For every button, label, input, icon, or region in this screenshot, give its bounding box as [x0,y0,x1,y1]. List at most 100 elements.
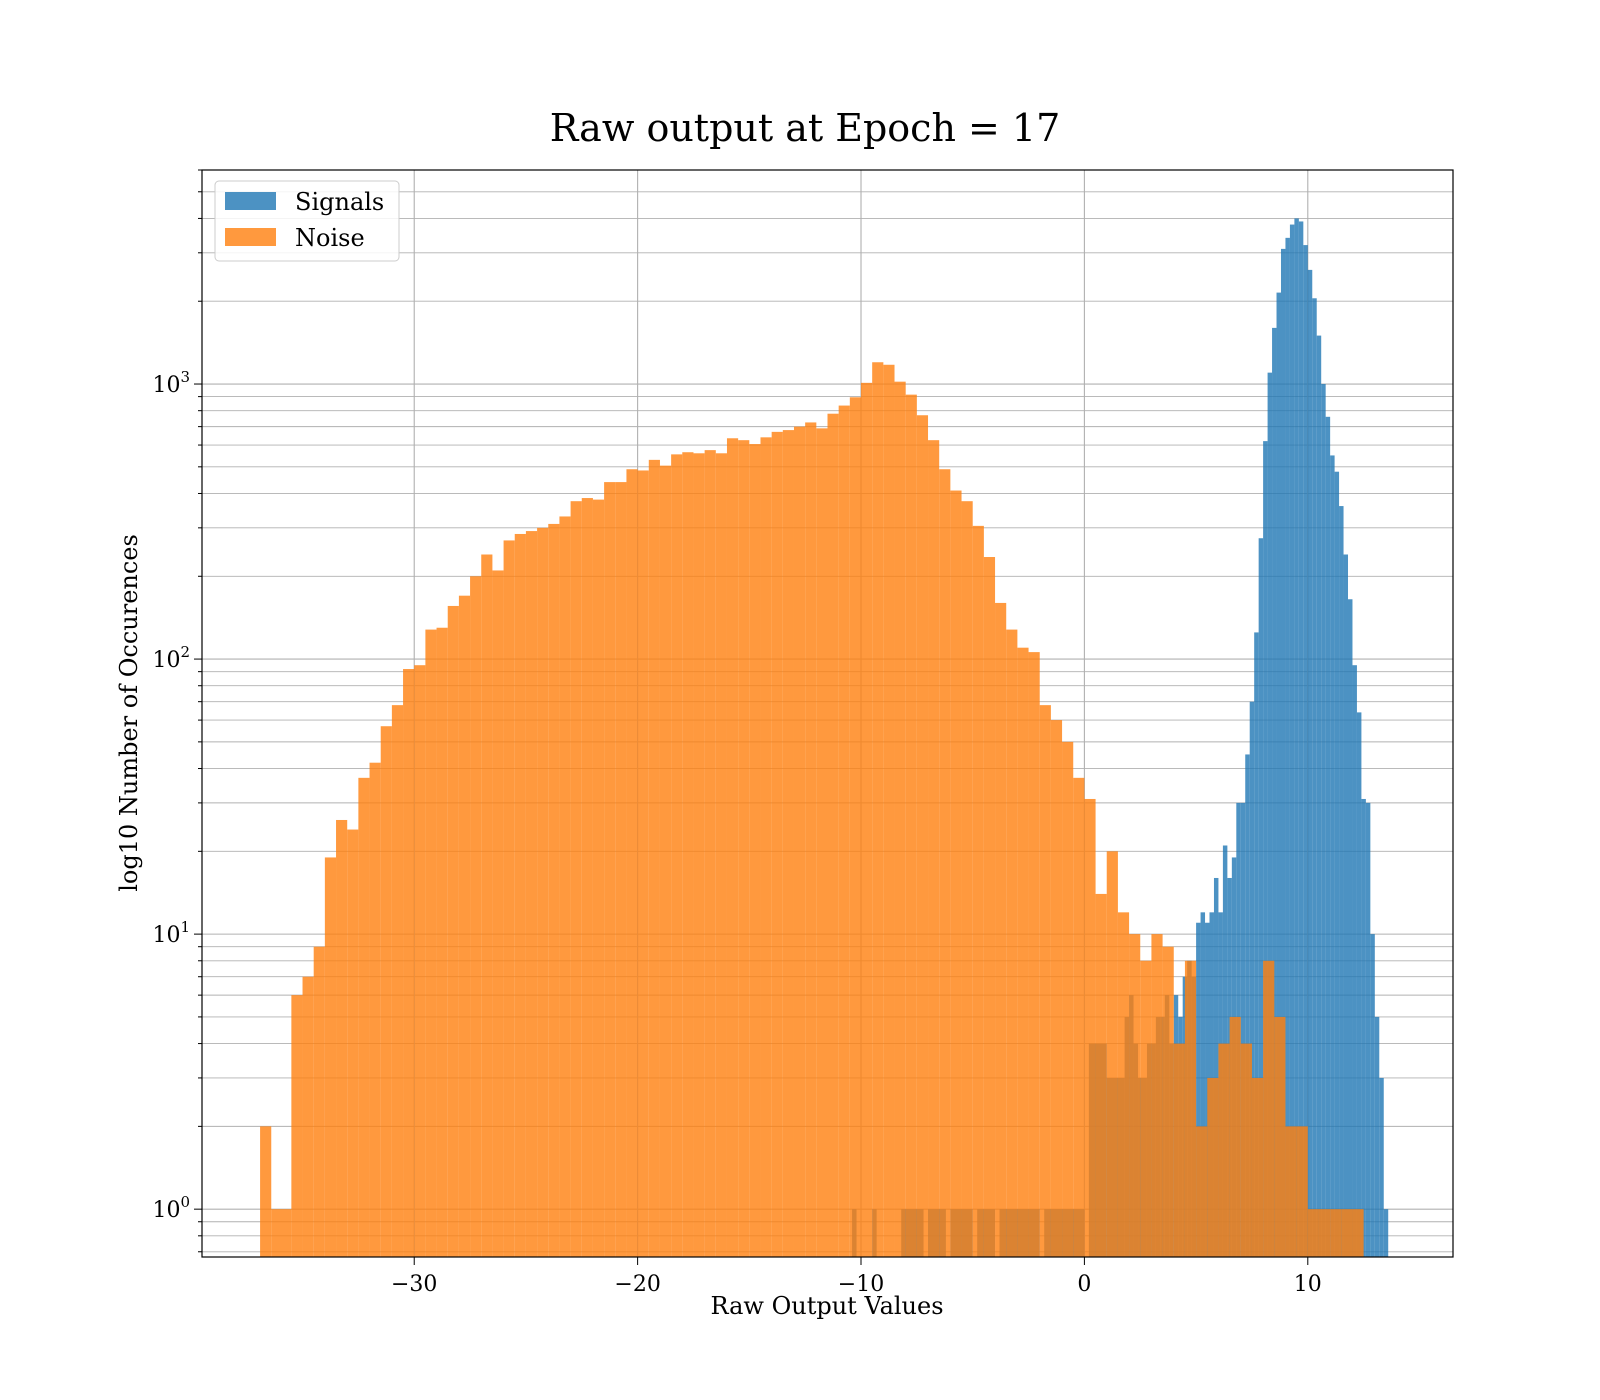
bar-noise [1162,946,1174,1257]
plot-frame [201,169,1454,1258]
plot-area [201,169,1454,1258]
bar-noise [1073,777,1085,1257]
y-tick-label: 100 [152,1193,190,1223]
y-tick-label: 103 [152,368,190,398]
bar-noise [336,819,348,1257]
bar-signals [1383,1209,1389,1257]
bar-noise [782,430,794,1257]
legend: Signals Noise [214,180,400,262]
bar-signals [1245,754,1250,1257]
bar-noise [347,829,359,1257]
bar-noise [1028,652,1040,1257]
bar-noise [447,605,459,1257]
bar-noise [514,533,526,1257]
y-axis-label: log10 Number of Occurences [115,534,143,892]
bar-noise [704,450,716,1258]
bar-noise [682,452,694,1257]
bar-noise [492,570,504,1257]
bar-noise [1229,1016,1241,1257]
series-noise [260,362,1364,1258]
bar-signals [1356,712,1362,1257]
bar-noise [738,440,750,1257]
bar-signals [1240,802,1246,1257]
bar-noise [458,595,471,1257]
bar-noise [671,454,683,1257]
bar-noise [1039,705,1051,1257]
bar-signals [1316,335,1322,1257]
x-tick-label: −30 [391,1272,437,1297]
bar-noise [950,490,962,1257]
y-tick-label: 101 [152,918,190,948]
bar-signals [1334,471,1340,1257]
bar-signals [1254,632,1259,1257]
bar-noise [894,381,906,1258]
bar-signals [1321,384,1326,1257]
x-axis-label: Raw Output Values [710,1292,943,1320]
bar-noise [1151,934,1163,1257]
bar-signals [1370,934,1375,1257]
bar-noise [1095,893,1107,1257]
bar-noise [1251,1077,1264,1257]
bar-noise [470,576,482,1257]
chart-title: Raw output at Epoch = 17 [550,106,1061,150]
bar-signals [1348,599,1353,1257]
bar-signals [1361,798,1366,1257]
bar-noise [313,946,325,1257]
bar-signals [1249,701,1255,1257]
bar-noise [570,501,582,1258]
bar-signals [1343,554,1349,1257]
bar-noise [1274,1016,1286,1257]
bar-noise [1196,1126,1208,1257]
bar-noise [481,554,493,1257]
legend-label-noise: Noise [295,224,365,252]
bar-noise [1263,960,1275,1257]
bar-signals [1307,269,1313,1257]
bar-signals [1312,298,1317,1257]
bar-signals [1258,538,1264,1257]
bar-noise [995,602,1007,1257]
bar-noise [1207,1077,1219,1257]
bar-noise [872,362,884,1257]
bar-noise [883,364,895,1257]
bar-noise [369,762,381,1257]
bar-noise [503,540,515,1257]
bar-noise [1173,1043,1185,1257]
bar-noise [961,501,973,1258]
bar-signals [1374,1016,1380,1257]
bar-signals [1272,327,1277,1257]
bar-noise [983,557,996,1257]
bar-signals [1267,372,1273,1257]
legend-swatch-noise [225,228,276,246]
bar-signals [1196,922,1201,1257]
bar-noise [537,527,549,1257]
bar-noise [291,995,303,1257]
bar-signals [1352,665,1357,1257]
bar-signals [1200,912,1206,1257]
bar-noise [358,777,370,1257]
bar-noise [1140,960,1152,1257]
bar-noise [838,405,850,1257]
bar-noise [271,1209,292,1257]
bar-noise [1296,1126,1308,1257]
bars-layer [260,218,1389,1258]
bar-noise [1285,1126,1297,1257]
legend-swatch-signals [225,192,276,210]
bar-noise [1006,629,1018,1257]
bar-noise [928,440,940,1257]
bar-noise [793,426,806,1257]
bar-noise [849,397,862,1257]
bar-noise [1218,1043,1230,1257]
bar-noise [916,415,929,1257]
bar-signals [1379,1077,1384,1257]
bar-noise [1017,647,1029,1257]
bar-noise [726,438,739,1258]
bar-noise [425,629,437,1257]
bar-noise [324,857,337,1257]
bar-noise [581,498,593,1257]
x-tick-label: 0 [1077,1272,1091,1297]
bar-noise [1341,1209,1353,1257]
bar-noise [861,382,873,1257]
bar-noise [1307,1209,1319,1257]
bar-noise [1062,741,1074,1257]
bar-noise [548,523,560,1257]
